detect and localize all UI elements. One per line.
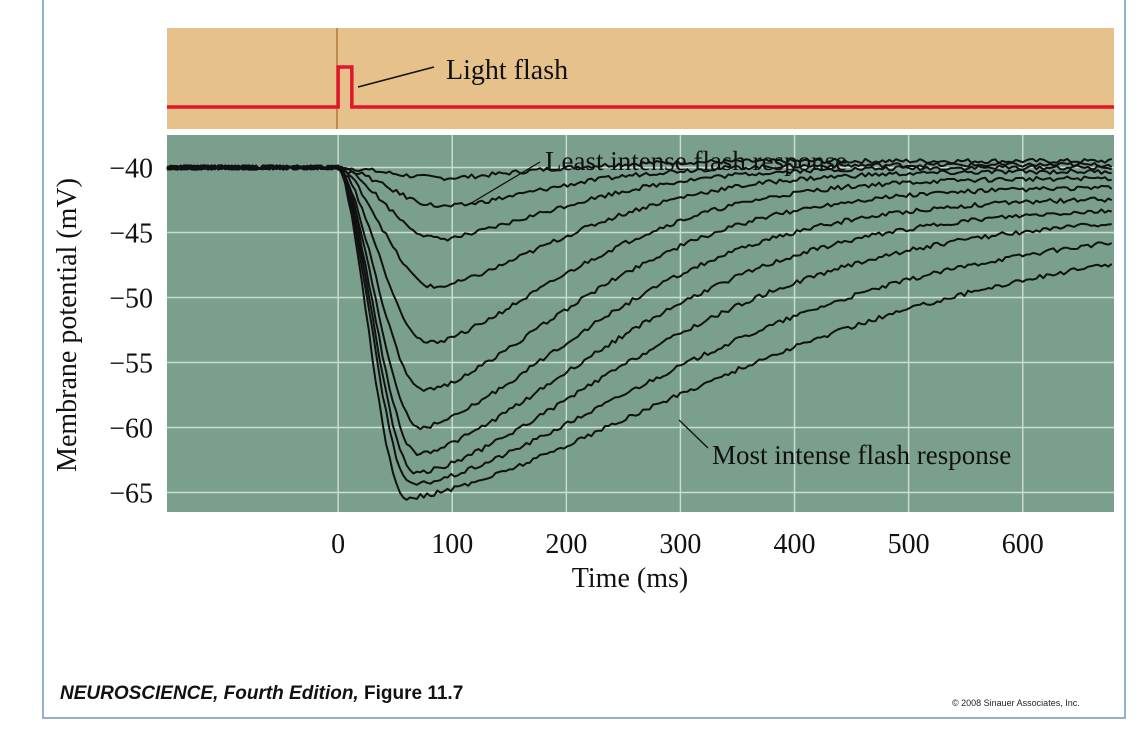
y-tick-label: −45 xyxy=(109,219,153,250)
least-intense-label: Least intense flash response xyxy=(545,146,847,176)
frame-left-border xyxy=(42,0,44,718)
x-tick-label: 600 xyxy=(1002,529,1044,560)
y-tick-label: −50 xyxy=(109,284,153,315)
least-intense-pointer xyxy=(467,161,541,206)
light-flash-label: Light flash xyxy=(446,55,568,86)
frame-bottom-border xyxy=(42,717,1126,719)
plot-area xyxy=(167,135,1114,512)
copyright-notice: © 2008 Sinauer Associates, Inc. xyxy=(952,698,1080,708)
y-tick-label: −55 xyxy=(109,349,153,380)
y-axis-label: Membrane potential (mV) xyxy=(52,178,83,472)
y-tick-label: −65 xyxy=(109,479,153,510)
y-tick-labels: −40 −45 −50 −55 −60 −65 xyxy=(109,154,153,510)
figure-caption: NEUROSCIENCE, Fourth Edition, Figure 11.… xyxy=(60,683,463,705)
x-tick-label: 100 xyxy=(431,529,473,560)
response-trace-11 xyxy=(166,164,1113,501)
x-tick-labels: 0 100 200 300 400 500 600 xyxy=(331,529,1044,560)
most-intense-pointer xyxy=(678,419,709,449)
caption-book-title: NEUROSCIENCE, Fourth Edition, xyxy=(60,683,359,704)
y-tick-label: −60 xyxy=(109,414,153,445)
response-traces xyxy=(166,157,1113,501)
most-intense-label: Most intense flash response xyxy=(712,440,1011,470)
frame-right-border xyxy=(1124,0,1126,718)
light-flash-trace xyxy=(167,65,1114,109)
x-tick-label: 300 xyxy=(659,529,701,560)
x-tick-label: 200 xyxy=(545,529,587,560)
x-tick-label: 0 xyxy=(331,529,345,560)
stimulus-panel xyxy=(167,28,1114,129)
x-axis-label: Time (ms) xyxy=(572,563,688,594)
x-tick-label: 400 xyxy=(774,529,816,560)
x-tick-label: 500 xyxy=(888,529,930,560)
caption-figure-number: Figure 11.7 xyxy=(364,683,464,704)
y-tick-label: −40 xyxy=(109,154,153,185)
light-flash-pointer xyxy=(357,66,435,88)
